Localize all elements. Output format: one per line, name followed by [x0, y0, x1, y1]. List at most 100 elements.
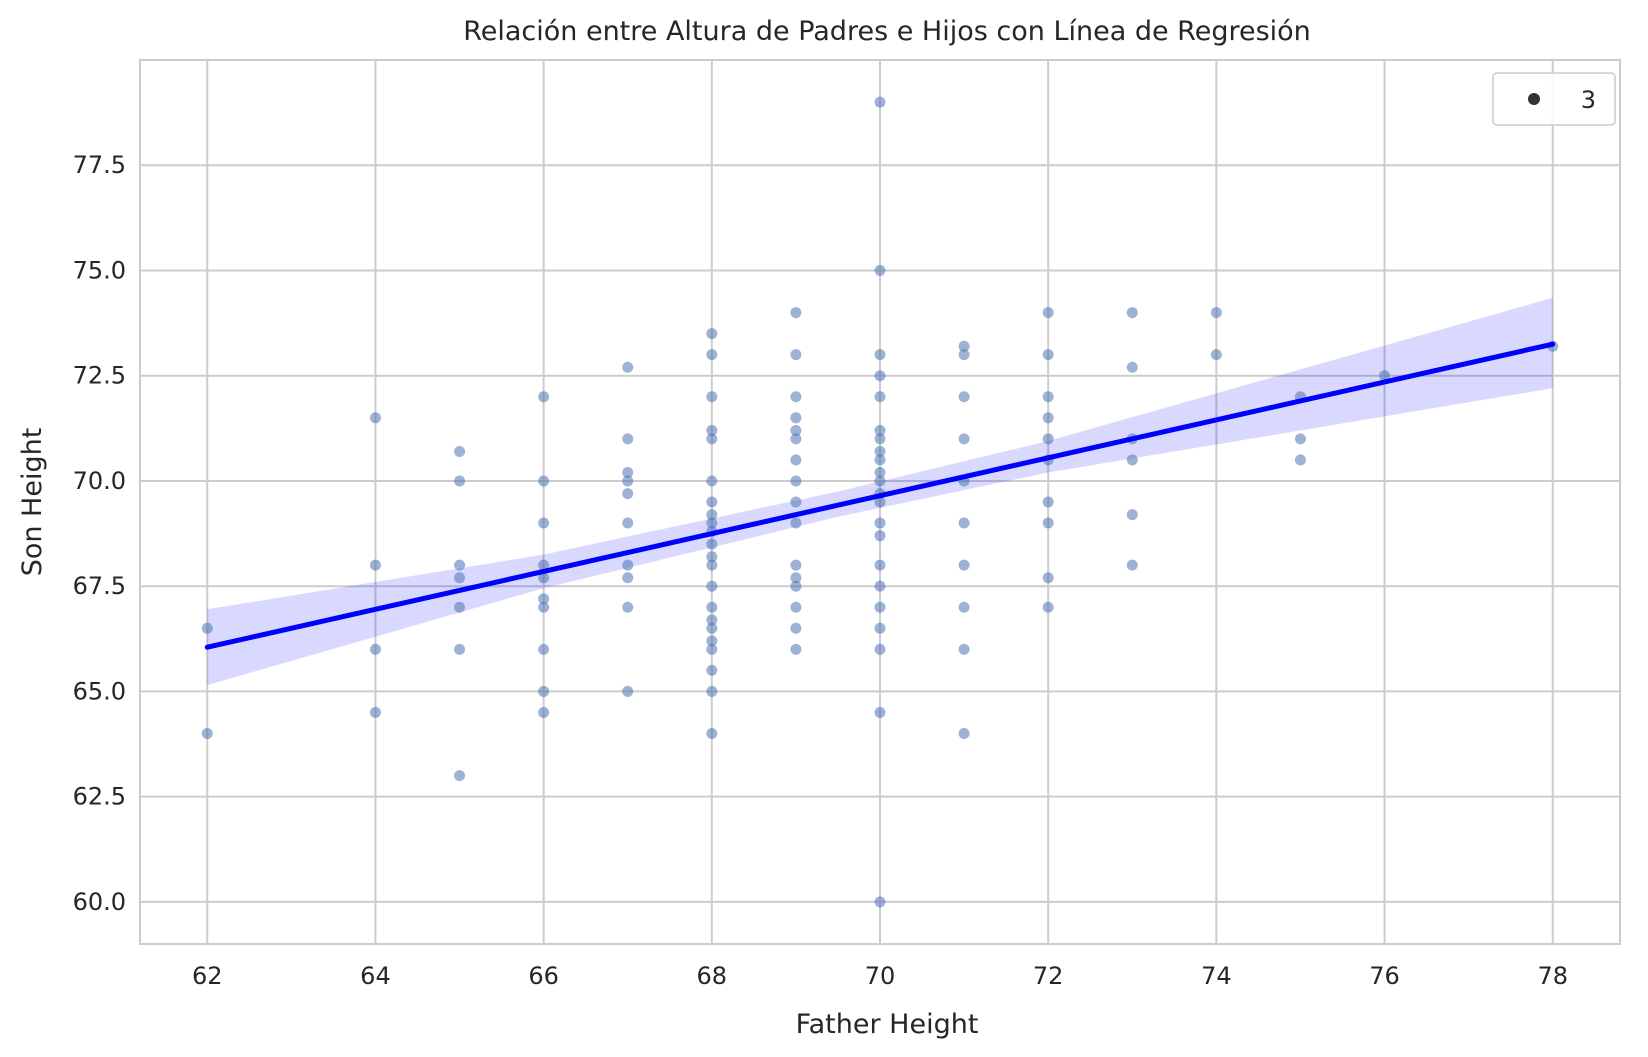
scatter-point — [706, 496, 718, 508]
scatter-point — [958, 601, 970, 613]
y-tick-label: 67.5 — [73, 572, 126, 600]
scatter-point — [1126, 454, 1138, 466]
scatter-point — [706, 559, 718, 571]
scatter-point — [622, 517, 634, 529]
scatter-point — [874, 475, 886, 487]
scatter-point — [1210, 349, 1222, 361]
x-tick-label: 64 — [360, 962, 391, 990]
scatter-point — [874, 896, 886, 908]
scatter-point — [454, 445, 466, 457]
x-tick-labels: 62 64 66 68 70 72 74 76 78 — [192, 962, 1568, 990]
scatter-point — [369, 706, 381, 718]
scatter-point — [706, 614, 718, 626]
scatter-point — [706, 551, 718, 563]
scatter-point — [874, 530, 886, 542]
scatter-point — [706, 391, 718, 403]
scatter-point — [201, 622, 213, 634]
scatter-point — [622, 467, 634, 479]
scatter-point — [1042, 496, 1054, 508]
y-tick-label: 65.0 — [73, 677, 126, 705]
y-tick-labels: 60.0 62.5 65.0 67.5 70.0 72.5 75.0 77.5 — [73, 151, 126, 916]
scatter-point — [1126, 509, 1138, 521]
scatter-point — [706, 517, 718, 529]
x-tick-label: 68 — [697, 962, 728, 990]
scatter-point — [622, 572, 634, 584]
scatter-point — [1294, 454, 1306, 466]
scatter-point — [1042, 391, 1054, 403]
legend-box — [1492, 72, 1616, 126]
scatter-point — [622, 361, 634, 373]
scatter-point — [538, 559, 550, 571]
scatter-point — [1042, 433, 1054, 445]
x-axis-label: Father Height — [796, 1009, 979, 1040]
scatter-point — [538, 601, 550, 613]
x-tick-label: 78 — [1537, 962, 1568, 990]
scatter-point — [706, 580, 718, 592]
scatter-point — [538, 593, 550, 605]
scatter-point — [706, 685, 718, 697]
scatter-point — [706, 728, 718, 740]
regression-line — [204, 341, 1556, 650]
scatter-point — [706, 664, 718, 676]
chart-title: Relación entre Altura de Padres e Hijos … — [463, 16, 1311, 47]
scatter-point — [874, 580, 886, 592]
scatter-point — [622, 559, 634, 571]
scatter-point — [538, 517, 550, 529]
scatter-point — [874, 264, 886, 276]
scatter-point — [201, 728, 213, 740]
scatter-point — [874, 517, 886, 529]
scatter-point — [790, 572, 802, 584]
scatter-point — [1126, 361, 1138, 373]
scatter-point — [1042, 572, 1054, 584]
scatter-point — [706, 509, 718, 521]
y-tick-label: 72.5 — [73, 362, 126, 390]
scatter-point — [706, 475, 718, 487]
scatter-point — [1126, 559, 1138, 571]
scatter-point — [958, 433, 970, 445]
scatter-point — [790, 391, 802, 403]
scatter-point — [706, 622, 718, 634]
legend-marker-icon — [1528, 93, 1540, 105]
scatter-point — [790, 559, 802, 571]
scatter-point — [622, 488, 634, 500]
scatter-point — [454, 601, 466, 613]
scatter-point — [958, 728, 970, 740]
scatter-point — [874, 445, 886, 457]
scatter-point — [1042, 349, 1054, 361]
scatter-point — [958, 340, 970, 352]
y-axis-label: Son Height — [17, 428, 48, 577]
scatter-point — [622, 601, 634, 613]
legend: 3 — [1492, 72, 1616, 126]
scatter-point — [790, 601, 802, 613]
scatter-point — [706, 433, 718, 445]
scatter-point — [706, 635, 718, 647]
x-tick-label: 76 — [1369, 962, 1400, 990]
scatter-point — [874, 96, 886, 108]
scatter-point — [958, 643, 970, 655]
scatter-point — [538, 572, 550, 584]
y-tick-label: 77.5 — [73, 151, 126, 179]
scatter-point — [1042, 412, 1054, 424]
scatter-point — [874, 643, 886, 655]
scatter-point — [790, 412, 802, 424]
scatter-point — [706, 643, 718, 655]
scatter-point — [790, 517, 802, 529]
scatter-point — [874, 706, 886, 718]
scatter-point — [790, 433, 802, 445]
scatter-point — [790, 454, 802, 466]
scatter-point — [622, 433, 634, 445]
scatter-point — [538, 706, 550, 718]
scatter-point — [538, 391, 550, 403]
scatter-point — [454, 770, 466, 782]
x-tick-label: 70 — [865, 962, 896, 990]
scatter-point — [874, 370, 886, 382]
scatter-point — [1126, 307, 1138, 319]
y-tick-label: 62.5 — [73, 783, 126, 811]
scatter-point — [874, 349, 886, 361]
scatter-point — [1294, 433, 1306, 445]
scatter-point — [538, 643, 550, 655]
scatter-point — [874, 424, 886, 436]
scatter-point — [454, 475, 466, 487]
scatter-point — [622, 685, 634, 697]
